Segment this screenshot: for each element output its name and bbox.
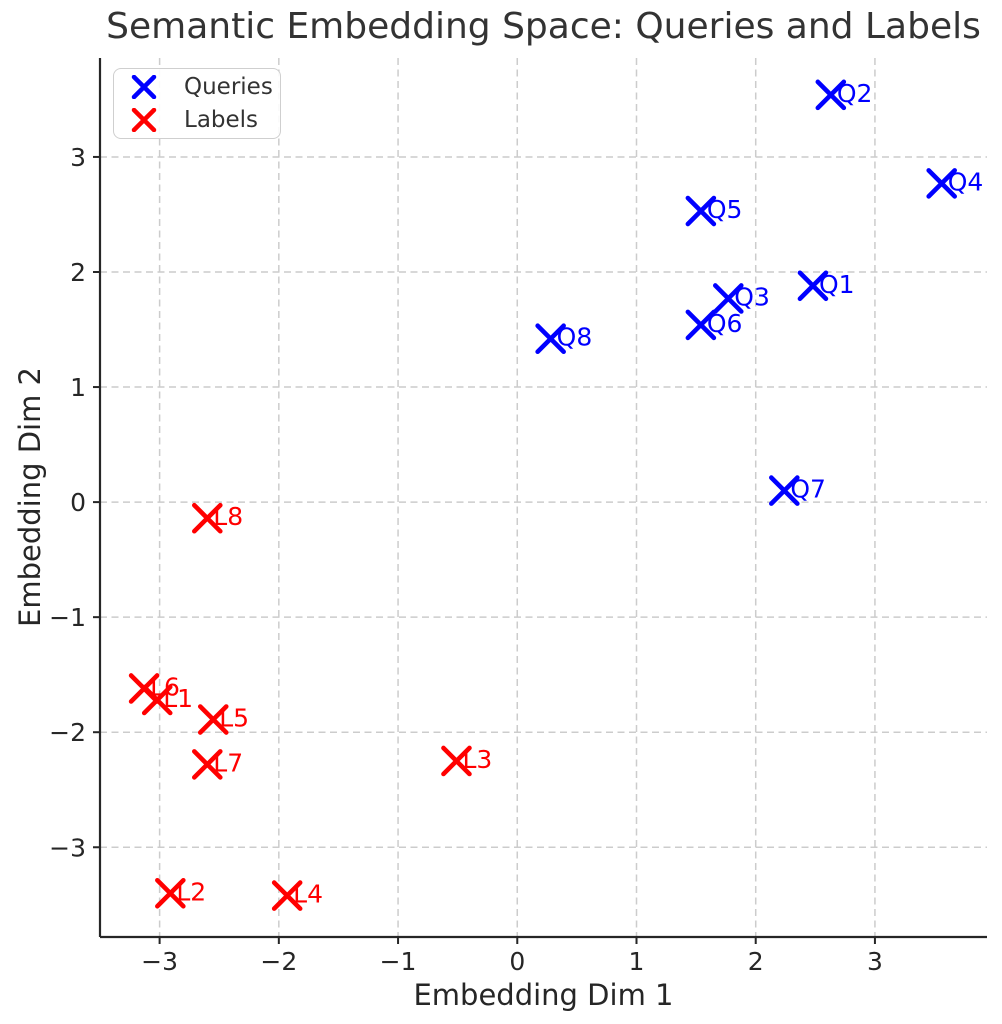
legend-label-labels: Labels [184, 106, 259, 133]
x-tick-label-3: 3 [867, 947, 883, 976]
y-tick-label-3: 3 [70, 143, 86, 172]
data-point-Q5 [685, 195, 717, 227]
chart-title: Semantic Embedding Space: Queries and La… [106, 6, 981, 47]
data-point-Q7 [769, 475, 800, 506]
y-tick-label-1: 1 [70, 373, 86, 402]
x-tick-label--2: −2 [260, 947, 297, 976]
x-tick-label-2: 2 [748, 947, 764, 976]
data-point-L3 [441, 745, 472, 777]
data-point-Q4 [926, 168, 957, 199]
point-label-L2: L2 [176, 877, 206, 906]
data-point-L2 [155, 877, 186, 909]
x-axis-label: Embedding Dim 1 [413, 978, 674, 1012]
point-label-L3: L3 [462, 745, 492, 774]
y-tick-label-2: 2 [70, 258, 86, 287]
x-tick-label-0: 0 [509, 947, 525, 976]
y-tick-label--3: −3 [49, 833, 86, 862]
legend: Queries Labels [113, 68, 281, 139]
data-point-L7 [191, 749, 223, 780]
queries-x-marker-icon [131, 75, 157, 99]
point-label-Q2: Q2 [837, 79, 873, 108]
point-label-L1: L1 [163, 684, 193, 713]
data-point-Q1 [797, 270, 829, 302]
y-tick-label--1: −1 [49, 603, 86, 632]
data-point-Q8 [535, 323, 566, 355]
legend-label-queries: Queries [184, 73, 273, 100]
y-axis-label: Embedding Dim 2 [13, 366, 47, 628]
point-label-L5: L5 [219, 704, 249, 733]
point-label-L4: L4 [293, 880, 323, 909]
point-label-Q3: Q3 [734, 282, 770, 311]
point-label-Q8: Q8 [557, 323, 593, 352]
data-point-L4 [271, 880, 303, 911]
data-point-L8 [191, 502, 223, 534]
point-label-L7: L7 [213, 748, 243, 777]
y-tick-label--2: −2 [49, 718, 86, 747]
legend-entry-queries: Queries [131, 74, 280, 100]
x-tick-label-1: 1 [629, 947, 645, 976]
x-tick-label--1: −1 [380, 947, 417, 976]
point-label-L6: L6 [150, 672, 180, 701]
data-point-L6 [128, 673, 160, 704]
point-label-Q6: Q6 [707, 309, 743, 338]
point-label-Q5: Q5 [707, 195, 743, 224]
point-label-Q1: Q1 [819, 270, 855, 299]
point-label-L8: L8 [213, 502, 243, 531]
y-tick-label-0: 0 [70, 488, 86, 517]
labels-x-marker-icon [131, 108, 157, 132]
data-point-Q3 [712, 283, 744, 314]
point-label-Q4: Q4 [948, 167, 984, 196]
data-point-L5 [197, 704, 229, 735]
legend-entry-labels: Labels [131, 107, 280, 133]
data-point-Q2 [815, 79, 847, 111]
point-label-Q7: Q7 [790, 475, 826, 504]
x-tick-label--3: −3 [141, 947, 178, 976]
data-point-Q6 [685, 309, 717, 341]
